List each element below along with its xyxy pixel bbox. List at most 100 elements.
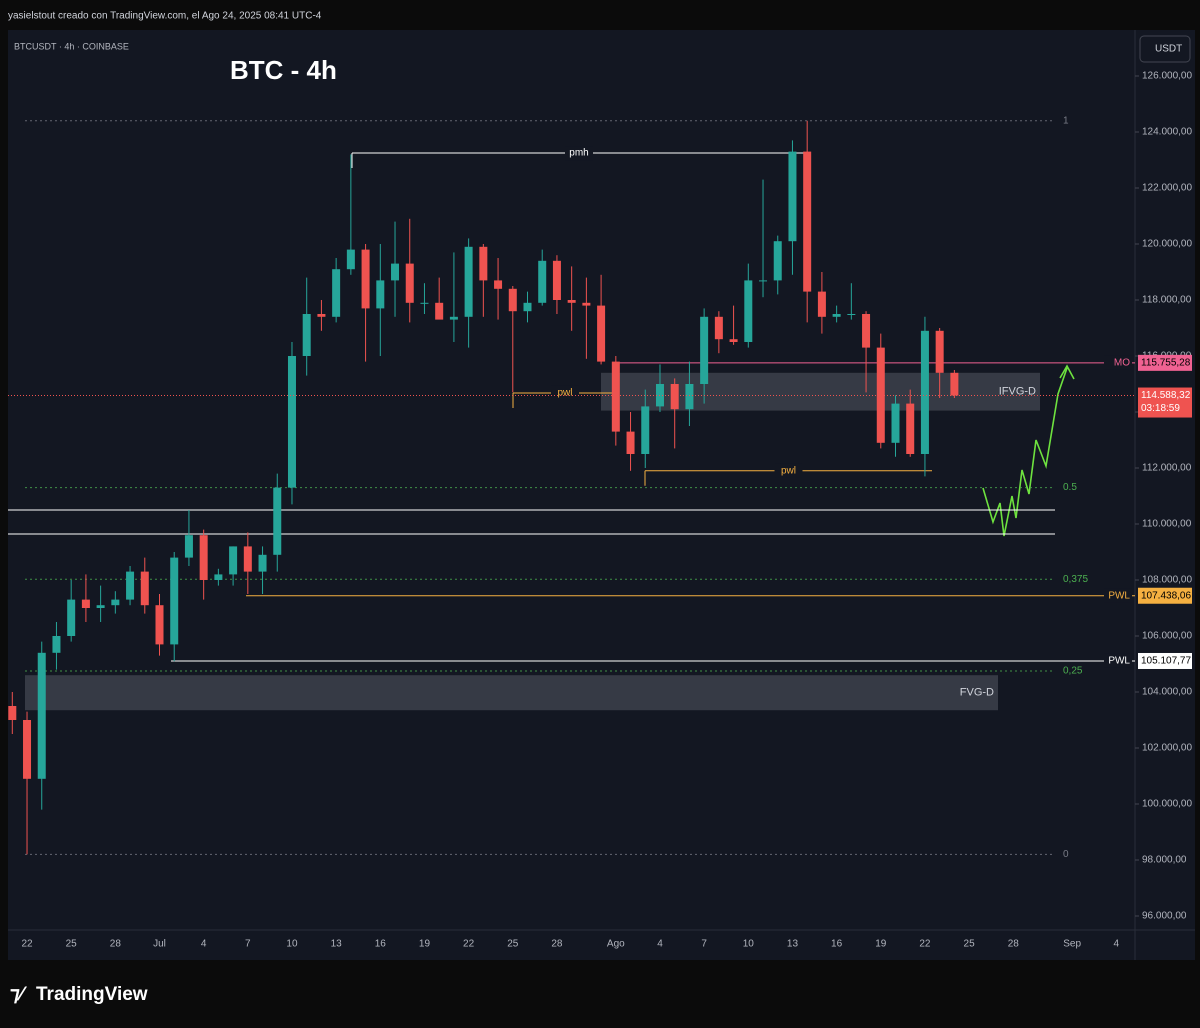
projection-arrowhead [1059, 364, 1075, 380]
x-tick-label: 13 [331, 939, 343, 950]
candle-body [729, 339, 738, 343]
candle-body [759, 280, 768, 282]
candle-body [626, 431, 635, 455]
candle-body [391, 263, 400, 281]
x-tick-label: 19 [875, 939, 887, 950]
x-tick-label: 28 [551, 939, 563, 950]
fib-label: 0 [1063, 849, 1069, 860]
x-tick-label: 28 [110, 939, 122, 950]
y-tick-label: 120.000,00 [1142, 239, 1192, 250]
x-tick-label: 4 [657, 939, 663, 950]
candle-body [317, 314, 326, 317]
candle-body [287, 356, 296, 488]
currency[interactable]: USDT [1155, 44, 1182, 55]
candle-body [184, 535, 193, 558]
candle-body [847, 314, 856, 316]
projection-path [982, 367, 1068, 537]
x-tick-label: 25 [964, 939, 976, 950]
candle-body [67, 599, 76, 637]
candle-body [155, 605, 164, 645]
chart-title: BTC - 4h [230, 55, 337, 85]
candle-body [906, 403, 915, 455]
x-tick-label: 7 [701, 939, 707, 950]
candle-body [641, 406, 650, 455]
y-tick-label: 108.000,00 [1142, 575, 1192, 586]
candle-body [567, 300, 576, 303]
segment-label-bg [565, 146, 593, 161]
x-tick-label: Jul [153, 939, 166, 950]
level-price: 115.755,28 [1141, 357, 1191, 368]
chart-panel [8, 30, 1195, 960]
candle-body [302, 314, 311, 357]
candle-body [361, 249, 370, 309]
zone-label: FVG-D [960, 687, 994, 699]
candle-body [258, 554, 267, 572]
candle-body [891, 403, 900, 443]
level-price-box [1138, 354, 1192, 371]
candle-body [538, 260, 547, 303]
fib-label: 0,25 [1063, 666, 1083, 677]
y-tick-label: 96.000,00 [1142, 911, 1187, 922]
candle-body [670, 384, 679, 410]
y-tick-label: 124.000,00 [1142, 127, 1192, 138]
y-tick-label: 106.000,00 [1142, 631, 1192, 642]
zone [601, 372, 1040, 411]
candle-body [862, 314, 871, 348]
candle-body [950, 372, 959, 396]
candle-body [464, 246, 473, 317]
x-tick-label: 13 [787, 939, 799, 950]
level-label-bg [1104, 588, 1132, 603]
segment-label-bg [551, 385, 579, 400]
x-tick-label: 28 [1008, 939, 1020, 950]
y-tick-label: 122.000,00 [1142, 183, 1192, 194]
candle-body [81, 599, 90, 609]
y-tick-label: 118.000,00 [1142, 295, 1192, 306]
x-tick-label: 25 [66, 939, 78, 950]
x-tick-label: 22 [919, 939, 931, 950]
candle-body [96, 605, 105, 609]
candle-body [273, 487, 282, 555]
x-tick-label: 22 [21, 939, 33, 950]
symbol: BTCUSDT · 4h · COINBASE [14, 41, 129, 51]
candle-body [449, 316, 458, 320]
candle-body [332, 269, 341, 317]
x-tick-label: 10 [286, 939, 298, 950]
candle-body [832, 314, 841, 317]
brand: TradingView [36, 984, 148, 1005]
candle-body [744, 280, 753, 343]
segment-label-bg [774, 463, 803, 478]
candle-body [597, 305, 606, 362]
candle-body [243, 546, 252, 572]
fib-label: 0.5 [1063, 482, 1077, 493]
candle-body [23, 720, 32, 779]
x-tick-label: 7 [245, 939, 251, 950]
currency-button[interactable] [1139, 35, 1191, 63]
candle-body [876, 347, 885, 443]
candle-body [479, 246, 488, 281]
zone-label: IFVG-D [999, 386, 1036, 398]
segment-label: pwl [781, 465, 796, 476]
candle-body [508, 288, 517, 312]
candle-body [140, 571, 149, 606]
candle-body [494, 280, 503, 289]
x-tick-label: 10 [743, 939, 755, 950]
fib-label: 0,375 [1063, 574, 1088, 585]
level-price-box [1138, 652, 1192, 669]
x-tick-label: 25 [507, 939, 519, 950]
credit: yasielstout creado con TradingView.com, … [8, 11, 322, 22]
candle-body [170, 557, 179, 645]
candle-body [126, 571, 135, 600]
x-tick-label: Sep [1063, 939, 1081, 950]
level-price-box [1138, 587, 1192, 604]
candle-body [714, 316, 723, 340]
level-label-bg [1104, 653, 1132, 668]
y-tick-label: 104.000,00 [1142, 687, 1192, 698]
candle-body [214, 574, 223, 581]
candle-body [700, 316, 709, 385]
candle-body [52, 636, 61, 653]
y-tick-label: 100.000,00 [1142, 799, 1192, 810]
candle-body [935, 330, 944, 373]
candle-body [817, 291, 826, 317]
level-label: PWL [1108, 590, 1130, 601]
